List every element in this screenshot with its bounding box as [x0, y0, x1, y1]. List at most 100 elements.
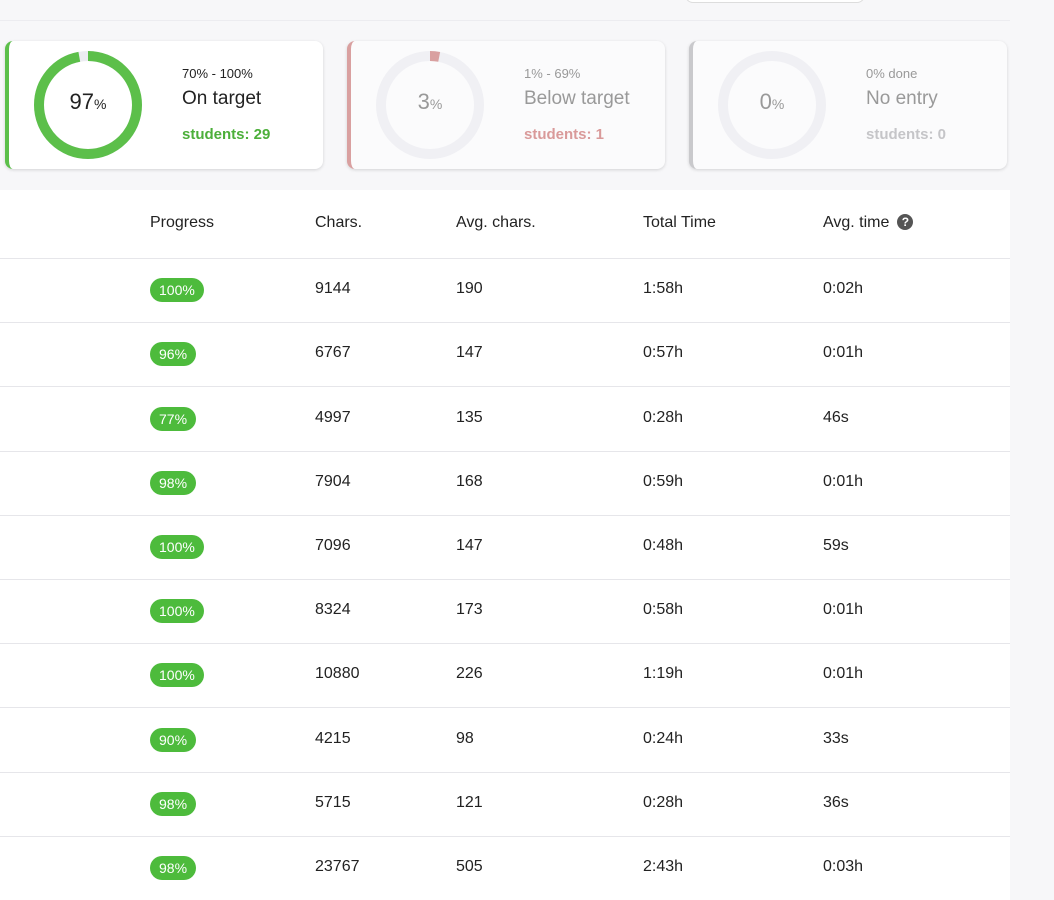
- button[interactable]: [685, 0, 865, 3]
- cell: 7096: [315, 536, 351, 554]
- percent-number: 97: [69, 89, 95, 114]
- header-text: Avg. time: [823, 214, 890, 231]
- cell: 6767: [315, 344, 351, 362]
- cell: 4215: [315, 729, 351, 747]
- percent-unit: %: [94, 96, 107, 112]
- progress-ring: [376, 51, 484, 159]
- progress-badge: 100%: [150, 599, 204, 624]
- progress-badge: 77%: [150, 406, 197, 431]
- divider: [0, 20, 1010, 21]
- ring-arc: [34, 51, 142, 159]
- ring-arc: [376, 51, 484, 159]
- percent-number: 3: [417, 89, 430, 114]
- students-count: students: 29: [182, 126, 271, 143]
- progress-badge: 96%: [150, 342, 197, 367]
- header-text: Progress: [150, 214, 215, 231]
- cell: 36s: [823, 793, 849, 811]
- percent-value: 0%: [717, 89, 827, 115]
- help-icon[interactable]: ?: [897, 214, 914, 230]
- cell: 0:59h: [643, 472, 684, 490]
- cell: 10880: [315, 665, 360, 683]
- cell: 5715: [315, 793, 351, 811]
- cell: 505: [456, 857, 483, 875]
- cell: 121: [456, 793, 483, 811]
- cell: 0:58h: [643, 601, 684, 619]
- status-label: On target: [182, 88, 262, 109]
- column-header: Progress: [150, 214, 214, 232]
- row-divider: [0, 707, 1010, 709]
- summary-card: 0% 0% done No entry students: 0: [689, 41, 1007, 169]
- cell: 0:28h: [643, 408, 684, 426]
- cell: 98: [456, 729, 474, 747]
- percent-unit: %: [771, 96, 785, 112]
- summary-card: 97% 70% - 100% On target students: 29: [5, 41, 323, 169]
- cell: 46s: [823, 408, 849, 426]
- row-divider: [0, 386, 1010, 388]
- ring-track: [718, 51, 826, 159]
- cell: 147: [456, 536, 483, 554]
- progress-badge: 98%: [150, 470, 197, 495]
- cell: 1:19h: [643, 665, 684, 683]
- students-count: students: 0: [866, 126, 947, 143]
- column-header: Total Time: [643, 214, 716, 232]
- cell: 7904: [315, 472, 351, 490]
- cell: 147: [456, 344, 483, 362]
- cell: 0:01h: [823, 665, 864, 683]
- cell: 59s: [823, 536, 849, 554]
- table: Progress Chars. Avg. chars. Total Time Avg. …: [0, 190, 1010, 900]
- percent-unit: %: [429, 96, 443, 112]
- cell: 0:01h: [823, 472, 864, 490]
- row-divider: [0, 835, 1010, 837]
- progress-ring: [718, 51, 826, 159]
- progress-badge: 98%: [150, 791, 197, 816]
- cell: 23767: [315, 857, 360, 875]
- cell: 0:01h: [823, 344, 864, 362]
- cell: 8324: [315, 601, 351, 619]
- cell: 0:03h: [823, 857, 864, 875]
- cell: 0:01h: [823, 601, 864, 619]
- cell: 4997: [315, 408, 351, 426]
- range: 0% done: [866, 66, 918, 81]
- range: 70% - 100%: [182, 66, 253, 81]
- cell: 173: [456, 601, 483, 619]
- row-divider: [0, 450, 1010, 452]
- row-divider: [0, 579, 1010, 580]
- progress-badge: 100%: [150, 278, 204, 303]
- header-text: Total Time: [643, 214, 716, 231]
- cell: 0:02h: [823, 280, 864, 298]
- row-divider: [0, 322, 1010, 324]
- percent-number: 0: [759, 89, 772, 114]
- cell: 1:58h: [643, 280, 684, 298]
- cell: 0:48h: [643, 536, 684, 554]
- header-text: Avg. chars.: [456, 214, 536, 231]
- row-divider: [0, 643, 1010, 645]
- progress-badge: 100%: [150, 534, 204, 559]
- status-label: Below target: [524, 88, 630, 109]
- row-divider: [0, 258, 1010, 259]
- percent-value: 97%: [33, 89, 143, 115]
- cell: 135: [456, 408, 483, 426]
- cell: 33s: [823, 729, 849, 747]
- status-label: No entry: [866, 88, 938, 109]
- progress-badge: 98%: [150, 855, 197, 880]
- row-divider: [0, 771, 1010, 773]
- cell: 168: [456, 472, 483, 490]
- progress-badge: 90%: [150, 727, 197, 752]
- cell: 226: [456, 665, 483, 683]
- summary-card: 3% 1% - 69% Below target students: 1: [347, 41, 665, 169]
- cell: 0:28h: [643, 793, 684, 811]
- cell: 0:24h: [643, 729, 684, 747]
- percent-value: 3%: [375, 89, 485, 115]
- column-header: Chars.: [315, 214, 362, 232]
- cell: 0:57h: [643, 344, 684, 362]
- header-text: Chars.: [315, 214, 363, 231]
- cell: 190: [456, 280, 483, 298]
- column-header: Avg. time?: [823, 214, 914, 232]
- range: 1% - 69%: [524, 66, 581, 81]
- row-divider: [0, 514, 1010, 516]
- students-count: students: 1: [524, 126, 605, 143]
- cell: 2:43h: [643, 857, 684, 875]
- progress-badge: 100%: [150, 663, 204, 688]
- column-header: Avg. chars.: [456, 214, 536, 232]
